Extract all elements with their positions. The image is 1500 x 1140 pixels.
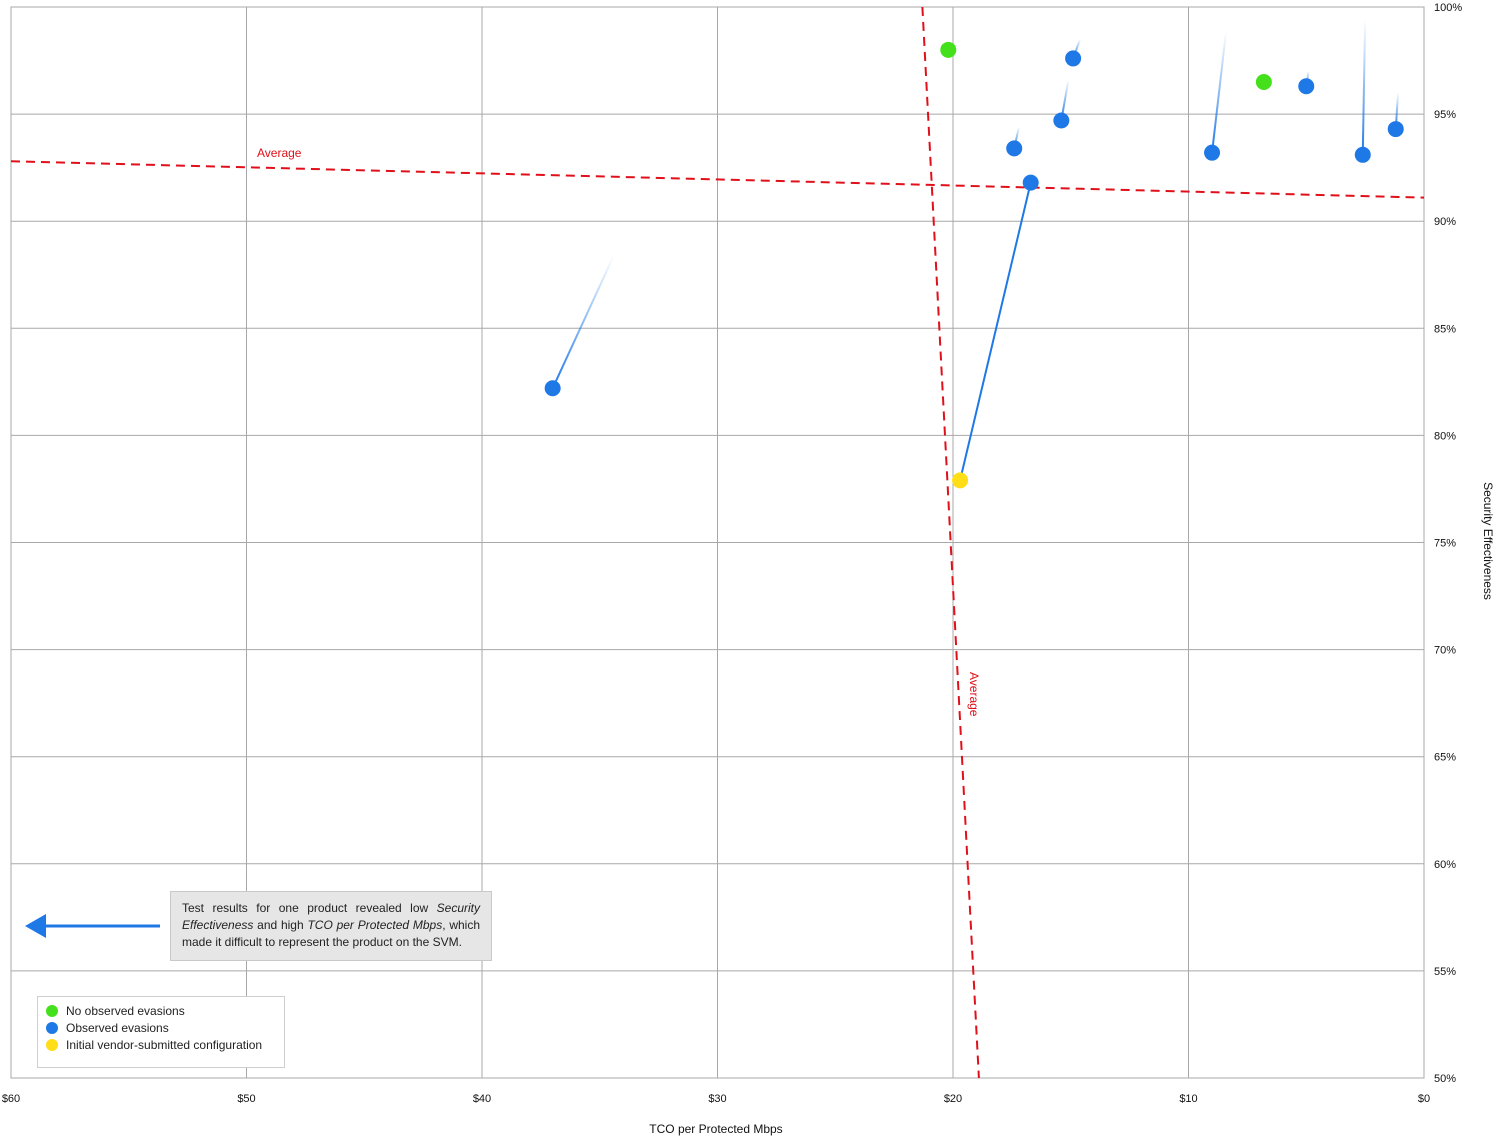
legend-label: Observed evasions	[66, 1020, 169, 1035]
data-point	[1204, 144, 1221, 161]
data-point	[1022, 174, 1039, 191]
x-axis-ticks: $60 $50 $40 $30 $20 $10 $0	[2, 1093, 1430, 1105]
legend-dot-yellow	[46, 1038, 58, 1051]
point-trail	[551, 255, 615, 389]
y-tick-label: 85%	[1434, 323, 1456, 335]
callout-text-1: Test results for one product revealed lo…	[182, 901, 437, 915]
data-point	[1298, 78, 1315, 95]
y-tick-label: 65%	[1434, 752, 1456, 764]
x-tick-label: $40	[473, 1093, 491, 1105]
y-tick-label: 80%	[1434, 430, 1456, 442]
average-lines	[10, 6, 1425, 1079]
point-trail	[1211, 30, 1228, 153]
y-tick-label: 70%	[1434, 645, 1456, 657]
chart-grid	[10, 6, 1425, 1079]
y-axis-ticks: 100% 95% 90% 85% 80% 75% 70% 65% 60% 55% 50%	[1434, 2, 1462, 1085]
left-arrow-icon	[25, 914, 160, 938]
data-point	[1354, 146, 1371, 163]
x-axis-title: TCO per Protected Mbps	[649, 1122, 782, 1136]
y-tick-label: 75%	[1434, 538, 1456, 550]
legend-dot-green	[46, 1004, 58, 1017]
data-point	[940, 41, 957, 58]
data-points	[544, 41, 1404, 489]
x-tick-label: $20	[944, 1093, 962, 1105]
legend-dot-blue	[46, 1021, 58, 1034]
legend-item-observed-evasions: Observed evasions	[46, 1019, 276, 1036]
legend-label: No observed evasions	[66, 1003, 185, 1018]
average-line-horizontal	[10, 160, 1425, 199]
point-trail	[1361, 19, 1367, 155]
average-line-vertical	[921, 6, 980, 1079]
callout-text-3: , which made it difficult to represent t…	[182, 918, 481, 949]
x-tick-label: $60	[2, 1093, 20, 1105]
average-label-horizontal: Average	[257, 146, 302, 160]
y-axis-title: Security Effectiveness	[1481, 482, 1495, 600]
y-tick-label: 50%	[1434, 1073, 1456, 1085]
callout-italic-1: Security Effectiveness	[182, 901, 480, 932]
x-tick-label: $0	[1418, 1093, 1430, 1105]
x-tick-label: $10	[1179, 1093, 1197, 1105]
data-point	[952, 472, 969, 489]
data-point	[1387, 121, 1404, 138]
x-tick-label: $50	[237, 1093, 255, 1105]
y-tick-label: 95%	[1434, 109, 1456, 121]
callout-text-2: and high	[253, 918, 308, 932]
y-tick-label: 55%	[1434, 966, 1456, 978]
legend: No observed evasions Observed evasions I…	[37, 996, 285, 1068]
data-point	[1255, 73, 1272, 90]
data-point	[1053, 112, 1070, 129]
data-point	[1006, 140, 1023, 157]
y-tick-label: 90%	[1434, 216, 1456, 228]
callout-note: Test results for one product revealed lo…	[170, 891, 492, 961]
data-point	[544, 380, 561, 397]
data-point	[1065, 50, 1082, 67]
y-tick-label: 100%	[1434, 2, 1462, 14]
point-trail	[959, 182, 1032, 481]
average-label-vertical: Average	[967, 672, 981, 717]
x-tick-label: $30	[708, 1093, 726, 1105]
point-trails	[551, 19, 1400, 481]
y-tick-label: 60%	[1434, 859, 1456, 871]
legend-item-initial-config: Initial vendor-submitted configuration	[46, 1036, 276, 1053]
legend-item-no-evasions: No observed evasions	[46, 1002, 276, 1019]
legend-label: Initial vendor-submitted configuration	[66, 1037, 263, 1052]
callout-italic-2: TCO per Protected Mbps	[307, 918, 443, 932]
